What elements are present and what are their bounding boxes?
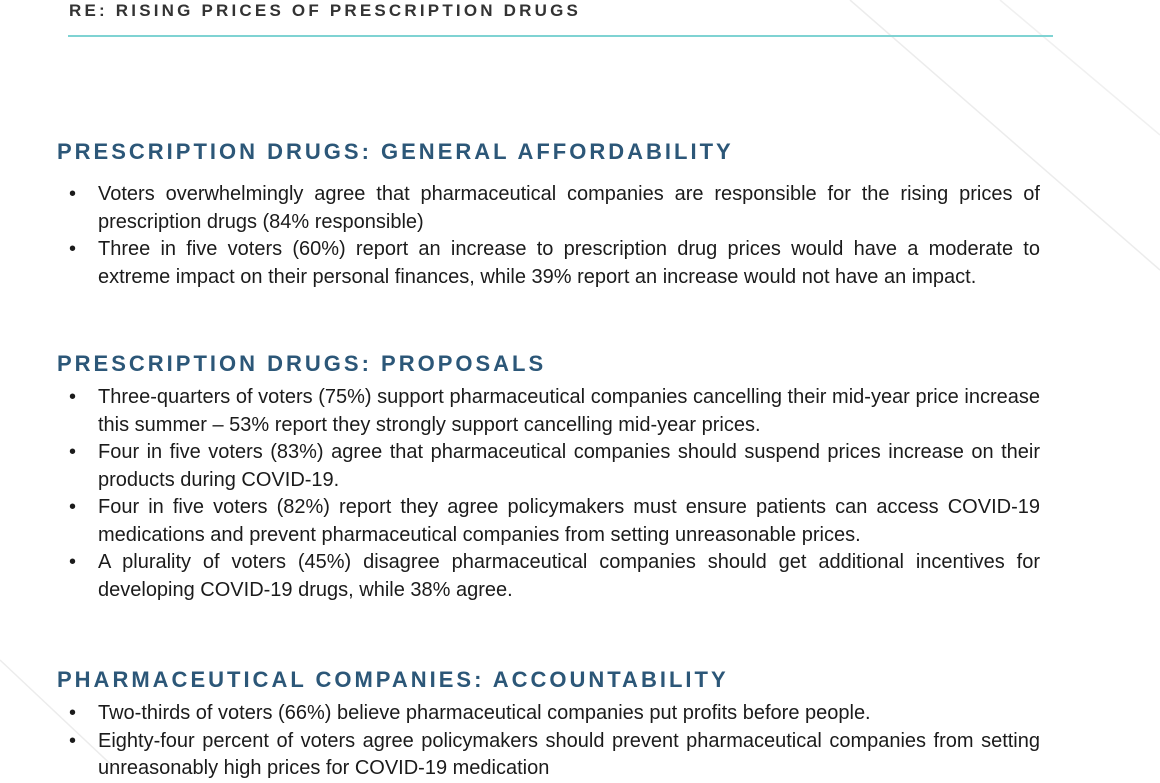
- header-rule: [68, 35, 1053, 37]
- bullet-list: • Voters overwhelmingly agree that pharma…: [0, 181, 1040, 291]
- bullet-item: • Voters overwhelmingly agree that pharma…: [0, 181, 1040, 236]
- bullet-item: • Four in five voters (83%) agree that ph…: [0, 439, 1040, 494]
- bullet-text: Three in five voters (60%) report an inc…: [98, 238, 1040, 288]
- bullet-text: Three-quarters of voters (75%) support p…: [98, 386, 1040, 436]
- bullet-list: • Two-thirds of voters (66%) believe phar…: [0, 700, 1040, 783]
- section-heading: PRESCRIPTION DRUGS: GENERAL AFFORDABILIT…: [57, 139, 734, 164]
- header-title: RE: RISING PRICES OF PRESCRIPTION DRUGS: [69, 1, 582, 20]
- bullet-item: • Three in five voters (60%) report an in…: [0, 236, 1040, 291]
- bullet-item: • Two-thirds of voters (66%) believe phar…: [0, 700, 1040, 728]
- bullet-dot: •: [69, 386, 77, 408]
- bullet-item: • A plurality of voters (45%) disagree ph…: [0, 549, 1040, 604]
- bullet-text: A plurality of voters (45%) disagree pha…: [98, 551, 1040, 601]
- bullet-text: Voters overwhelmingly agree that pharmac…: [98, 183, 1040, 233]
- bullet-dot: •: [69, 441, 77, 463]
- bullet-item: • Four in five voters (82%) report they a…: [0, 494, 1040, 549]
- bullet-text: Four in five voters (82%) report they ag…: [98, 496, 1040, 546]
- section-heading: PRESCRIPTION DRUGS: PROPOSALS: [57, 351, 547, 376]
- bullet-dot: •: [69, 183, 77, 205]
- bullet-text: Two-thirds of voters (66%) believe pharm…: [98, 702, 871, 724]
- bullet-dot: •: [69, 729, 77, 752]
- section-heading: PHARMACEUTICAL COMPANIES: ACCOUNTABILITY: [57, 667, 729, 692]
- bullet-list: • Three-quarters of voters (75%) support …: [0, 384, 1040, 604]
- bullet-dot: •: [69, 551, 77, 573]
- bullet-dot: •: [69, 496, 77, 518]
- bullet-item: • Eighty-four percent of voters agree pol…: [0, 728, 1040, 783]
- bullet-item: • Three-quarters of voters (75%) support …: [0, 384, 1040, 439]
- bullet-dot: •: [69, 238, 77, 260]
- bullet-dot: •: [69, 702, 77, 724]
- bullet-text: Four in five voters (83%) agree that pha…: [98, 441, 1040, 491]
- bullet-text: Eighty-four percent of voters agree poli…: [98, 729, 1040, 780]
